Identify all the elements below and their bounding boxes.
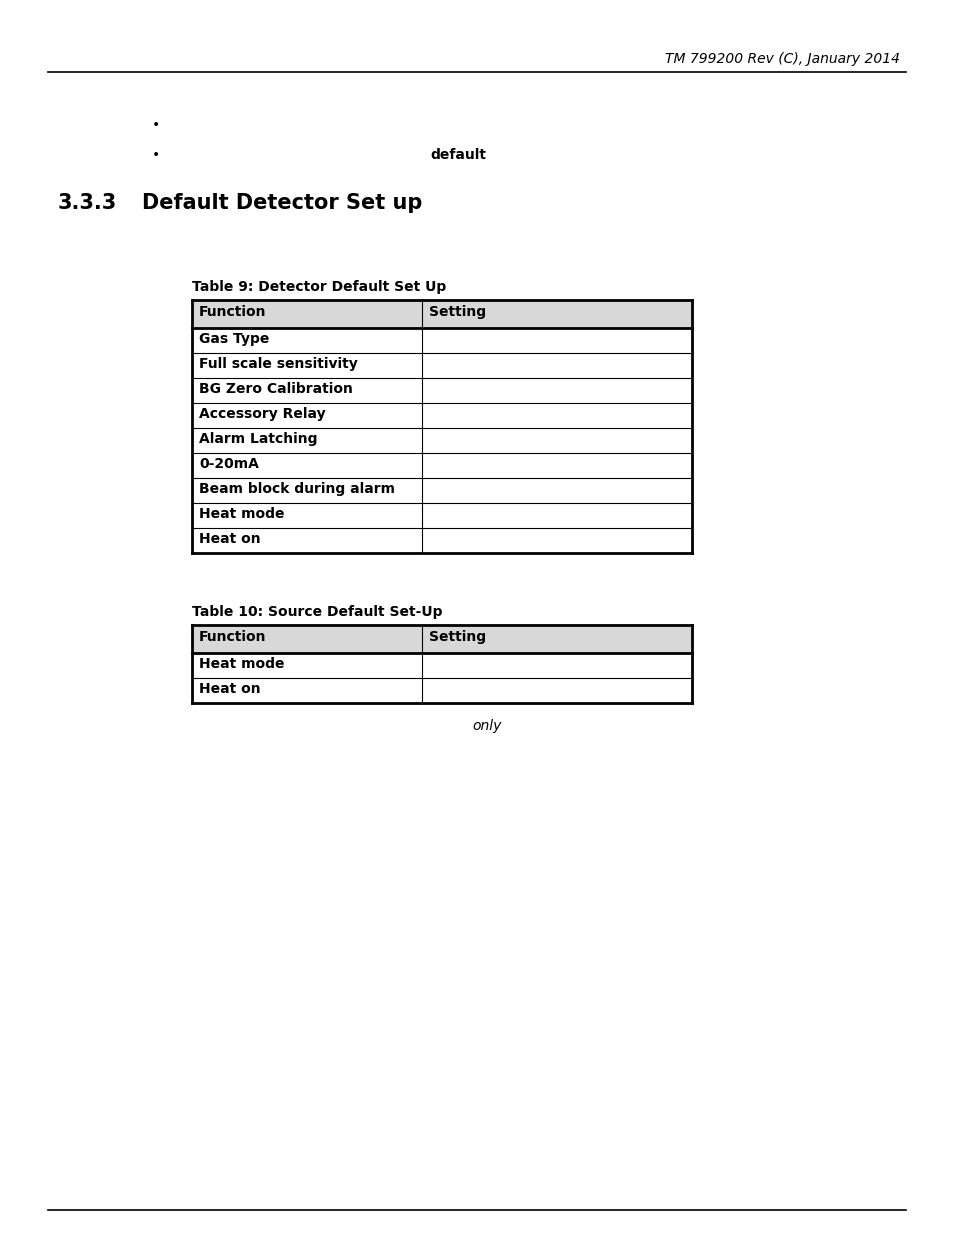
Text: TM 799200 Rev (C), January 2014: TM 799200 Rev (C), January 2014 — [664, 52, 899, 65]
Text: •: • — [152, 148, 160, 162]
Text: Full scale sensitivity: Full scale sensitivity — [199, 357, 357, 370]
Text: Setting: Setting — [429, 305, 486, 319]
Text: default: default — [430, 148, 485, 162]
Text: Gas Type: Gas Type — [199, 332, 269, 346]
Text: Table 10: Source Default Set-Up: Table 10: Source Default Set-Up — [192, 605, 442, 619]
Text: Function: Function — [199, 630, 266, 643]
Text: BG Zero Calibration: BG Zero Calibration — [199, 382, 353, 396]
Text: Accessory Relay: Accessory Relay — [199, 408, 325, 421]
Bar — [192, 300, 691, 329]
Text: 0-20mA: 0-20mA — [199, 457, 258, 471]
Text: Table 9: Detector Default Set Up: Table 9: Detector Default Set Up — [192, 280, 446, 294]
Bar — [192, 625, 691, 653]
Text: Default Detector Set up: Default Detector Set up — [142, 193, 422, 212]
Text: Beam block during alarm: Beam block during alarm — [199, 482, 395, 496]
Text: 3.3.3: 3.3.3 — [58, 193, 117, 212]
Text: Heat on: Heat on — [199, 682, 260, 697]
Text: Heat on: Heat on — [199, 532, 260, 546]
Text: •: • — [152, 119, 160, 132]
Text: Function: Function — [199, 305, 266, 319]
Text: Setting: Setting — [429, 630, 486, 643]
Text: Heat mode: Heat mode — [199, 508, 284, 521]
Text: Alarm Latching: Alarm Latching — [199, 432, 317, 446]
Text: Heat mode: Heat mode — [199, 657, 284, 671]
Text: only: only — [472, 719, 501, 734]
